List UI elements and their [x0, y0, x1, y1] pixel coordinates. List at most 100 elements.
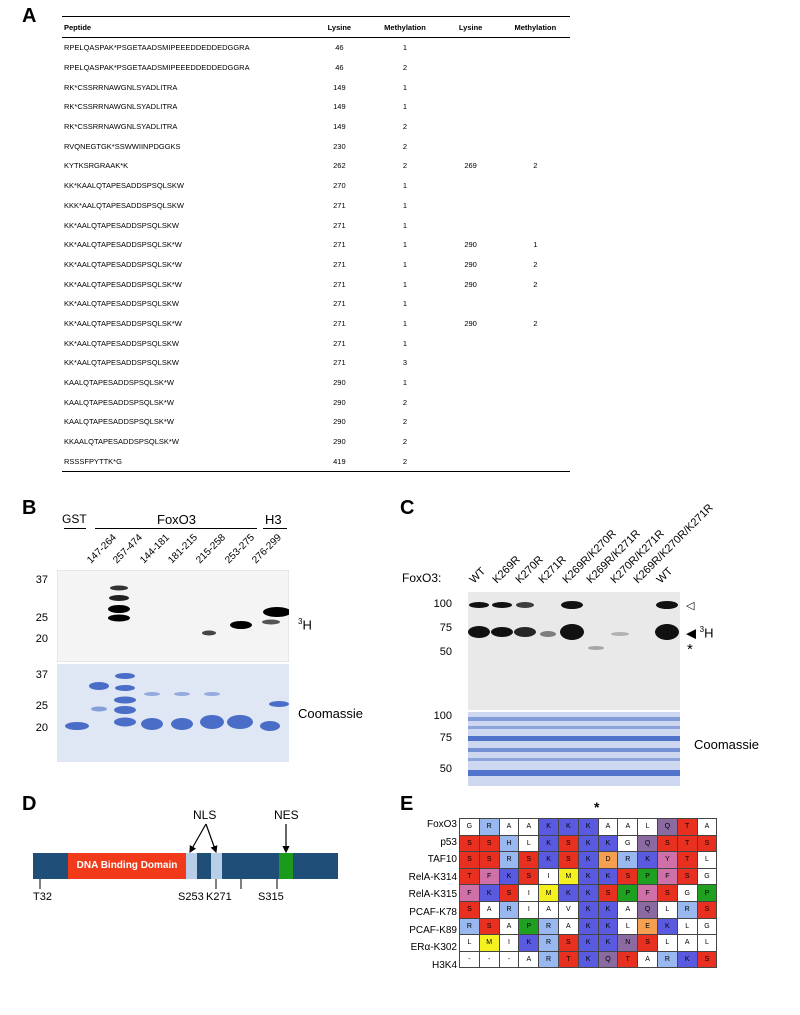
cell-lysine: 230 [333, 141, 346, 151]
residue-cell: A [498, 818, 520, 836]
table-row: KAALQTAPESADDSPSQLSK*W 290 2 [62, 412, 570, 432]
cell-lysine: 290 [333, 378, 346, 388]
cell-lysine-2: 290 [464, 279, 477, 289]
cell-lysine: 271 [333, 358, 346, 368]
cell-peptide: KK*AALQTAPESADDSPSQLSKW [64, 358, 179, 368]
residue-cell: - [478, 950, 500, 969]
cell-methylation: 1 [402, 200, 408, 210]
residue-cell: P [696, 884, 718, 902]
residue-cell: S [617, 867, 639, 886]
cell-methylation-2 [501, 38, 570, 58]
residue-cell: R [498, 851, 520, 869]
cell-peptide: KK*KAALQTAPESADDSPSQLSKW [64, 181, 184, 191]
site-s315: S315 [258, 891, 284, 903]
cell-methylation-2: 2 [533, 259, 538, 269]
residue-cell: K [676, 950, 698, 969]
panel-d-label: D [22, 793, 37, 815]
cell-lysine: 271 [333, 200, 346, 210]
residue-cell: T [617, 950, 639, 969]
residue-cell: L [696, 934, 718, 952]
residue-cell: T [557, 950, 579, 969]
c-filled-arrow: ◀ [686, 625, 696, 641]
residue-cell: K [478, 884, 500, 902]
residue-cell: K [518, 934, 540, 952]
e-row-label: RelA-K314 [408, 871, 457, 883]
cell-lysine-2 [441, 77, 501, 97]
table-row: KK*AALQTAPESADDSPSQLSKW 271 1 [62, 215, 570, 235]
e-row-label: RelA-K315 [408, 889, 457, 901]
nes-label: NES [274, 808, 299, 822]
residue-cell: K [498, 867, 520, 886]
residue-cell: N [617, 934, 639, 952]
residue-cell: R [676, 900, 698, 919]
residue-cell: I [498, 934, 520, 952]
residue-cell: S [557, 851, 579, 869]
cell-methylation-2 [501, 176, 570, 196]
residue-cell: L [676, 917, 698, 936]
b-label-coomassie: Coomassie [298, 706, 364, 721]
nls-segment-2 [211, 853, 222, 879]
band-b2 [109, 595, 129, 601]
residue-cell: M [478, 934, 500, 952]
cell-lysine-2 [441, 215, 501, 235]
residue-cell: L [637, 818, 658, 836]
residue-cell: A [498, 917, 520, 936]
e-star: * [594, 799, 600, 815]
residue-cell: R [478, 818, 500, 836]
residue-cell: R [538, 934, 559, 952]
residue-cell: K [597, 900, 619, 919]
residue-cell: F [459, 884, 480, 902]
panel-c-label: C [400, 497, 415, 519]
cell-methylation-2 [501, 294, 570, 314]
residue-cell: A [676, 934, 698, 952]
b-mw-20-top: 20 [35, 633, 48, 645]
residue-cell: S [656, 884, 678, 902]
col-lysine: Lysine [309, 16, 370, 38]
residue-cell: G [617, 834, 639, 853]
c-mw-100-top: 100 [433, 598, 452, 610]
table-row: KKK*AALQTAPESADDSPSQLSKW 271 1 [62, 196, 570, 216]
residue-cell: A [617, 818, 639, 836]
col-lysine-2: Lysine [440, 16, 501, 38]
cell-methylation-2 [501, 333, 570, 353]
cell-lysine-2 [441, 392, 501, 412]
b-label-3h-sup: 3 [298, 617, 303, 626]
cell-lysine-2 [441, 38, 501, 58]
cell-lysine: 149 [333, 82, 346, 92]
residue-cell: I [518, 900, 540, 919]
cell-lysine: 270 [333, 181, 346, 191]
cell-lysine-2: 290 [464, 259, 477, 269]
cell-peptide: KK*AALQTAPESADDSPSQLSK*W [64, 259, 182, 269]
cell-methylation-2 [501, 136, 570, 156]
cell-lysine-2: 290 [464, 240, 477, 250]
residue-cell: L [617, 917, 639, 936]
cell-peptide: KK*AALQTAPESADDSPSQLSK*W [64, 318, 182, 328]
cell-methylation: 2 [402, 122, 408, 132]
cell-peptide: KKK*AALQTAPESADDSPSQLSKW [64, 200, 184, 210]
cell-methylation-2 [501, 77, 570, 97]
cell-lysine-2 [441, 176, 501, 196]
b-mw-25-top: 25 [35, 612, 48, 624]
c-mw-100-bottom: 100 [433, 710, 452, 722]
cell-methylation: 2 [402, 161, 408, 171]
cell-methylation: 2 [402, 63, 408, 73]
cell-lysine-2 [441, 432, 501, 452]
residue-cell: S [518, 867, 540, 886]
residue-cell: Q [637, 900, 658, 919]
cell-methylation: 1 [402, 43, 408, 53]
cell-methylation-2 [501, 97, 570, 117]
cell-methylation-2 [501, 412, 570, 432]
residue-cell: K [538, 851, 559, 869]
cell-lysine-2 [441, 373, 501, 393]
residue-cell: K [637, 851, 658, 869]
cell-lysine: 149 [333, 102, 346, 112]
residue-cell: S [478, 834, 500, 853]
table-row: KK*AALQTAPESADDSPSQLSKW 271 3 [62, 353, 570, 373]
b-lane-label: 181-215 [166, 532, 200, 566]
cell-peptide: RPELQASPAK*PSGETAADSMIPEEEDDEDDEDGGRA [64, 43, 250, 53]
table-row: KK*AALQTAPESADDSPSQLSK*W 271 1 290 1 [62, 235, 570, 255]
residue-cell: - [459, 950, 480, 969]
residue-cell: E [637, 917, 658, 936]
